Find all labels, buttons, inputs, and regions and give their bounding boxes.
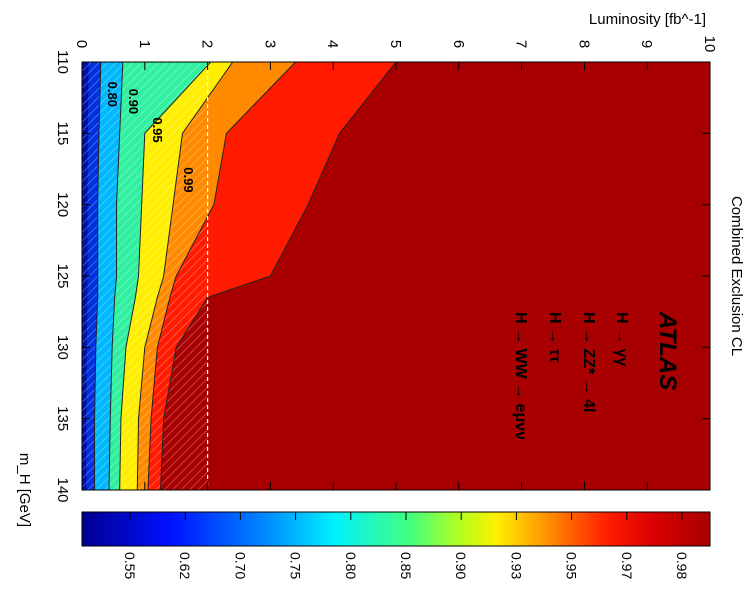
- x-tick-label: 120: [54, 192, 71, 217]
- contour-line: [147, 62, 296, 490]
- colorbar-tick-label: 0.80: [343, 552, 359, 579]
- contour-labels: 0.80 0.90 0.95 0.99: [105, 82, 196, 193]
- colorbar-tick-label: 0.70: [232, 552, 248, 579]
- y-tick-label: 2: [199, 40, 216, 48]
- contour-line: [108, 62, 124, 490]
- colorbar-tick-label: 0.95: [564, 552, 580, 579]
- colorbar-gradient: [81, 511, 711, 547]
- channel-label: H → ττ: [546, 312, 563, 363]
- contour-line: [94, 62, 102, 490]
- contour-line: [136, 62, 234, 490]
- atlas-label: ATLAS: [654, 311, 681, 390]
- channel-label: H → WW → eμνν: [512, 312, 529, 440]
- colorbar-tick-label: 0.55: [122, 552, 138, 579]
- colorbar-ticks: 0.55 0.62 0.70 0.75 0.80 0.85 0.90 0.93 0.95 0.97…: [122, 512, 690, 579]
- excluded-hatch-region: [82, 62, 208, 490]
- x-tick-label: 115: [54, 121, 71, 145]
- y-tick-label: 6: [450, 40, 467, 48]
- contour-line: [119, 62, 212, 490]
- colorbar-tick-label: 0.85: [398, 552, 414, 579]
- colorbar-tick-label: 0.62: [177, 552, 193, 579]
- x-axis-ticks: 110 115 120 125 130 135 140: [54, 50, 710, 503]
- contour-line: [160, 62, 397, 490]
- y-tick-label: 7: [513, 40, 530, 48]
- colorbar: 0.55 0.62 0.70 0.75 0.80 0.85 0.90 0.93 0.95 0.97…: [81, 511, 711, 579]
- colorbar-tick-label: 0.93: [508, 552, 524, 579]
- contour-label: 0.80: [105, 82, 120, 107]
- y-tick-label: 0: [73, 40, 90, 48]
- annotations: ATLAS H → γγ H → ZZ* → 4l H → ττ H → WW …: [512, 311, 681, 440]
- colorbar-tick-label: 0.90: [453, 552, 469, 579]
- contour-label: 0.90: [126, 89, 141, 114]
- colorbar-tick-label: 0.75: [288, 552, 304, 579]
- contour-lines: [94, 62, 397, 490]
- contour-label: 0.99: [181, 167, 196, 192]
- x-tick-label: 110: [54, 50, 71, 74]
- colorbar-tick-label: 0.98: [674, 552, 690, 579]
- y-tick-label: 1: [136, 40, 153, 48]
- x-tick-label: 125: [54, 263, 71, 288]
- x-tick-label: 135: [54, 406, 71, 431]
- y-tick-label: 4: [324, 40, 341, 48]
- colorbar-tick-label: 0.97: [619, 552, 635, 579]
- contour-label: 0.95: [150, 117, 165, 142]
- x-axis-title: m_H [GeV]: [16, 453, 33, 527]
- y-tick-label: 9: [638, 40, 655, 48]
- channel-label: H → γγ: [613, 312, 630, 366]
- x-tick-label: 140: [54, 477, 71, 502]
- y-tick-label: 3: [261, 40, 278, 48]
- channel-label: H → ZZ* → 4l: [580, 312, 597, 412]
- x-tick-label: 130: [54, 335, 71, 360]
- plot-area: [82, 62, 710, 490]
- y-tick-label: 10: [701, 36, 718, 53]
- y-axis-ticks: 0 1 2 3 4 5 6 7 8 9 10: [73, 36, 718, 490]
- y-tick-label: 5: [387, 40, 404, 48]
- y-tick-label: 8: [575, 40, 592, 48]
- chart-title: Combined Exclusion CL: [728, 196, 745, 356]
- y-axis-title: Luminosity [fb^-1]: [589, 11, 706, 28]
